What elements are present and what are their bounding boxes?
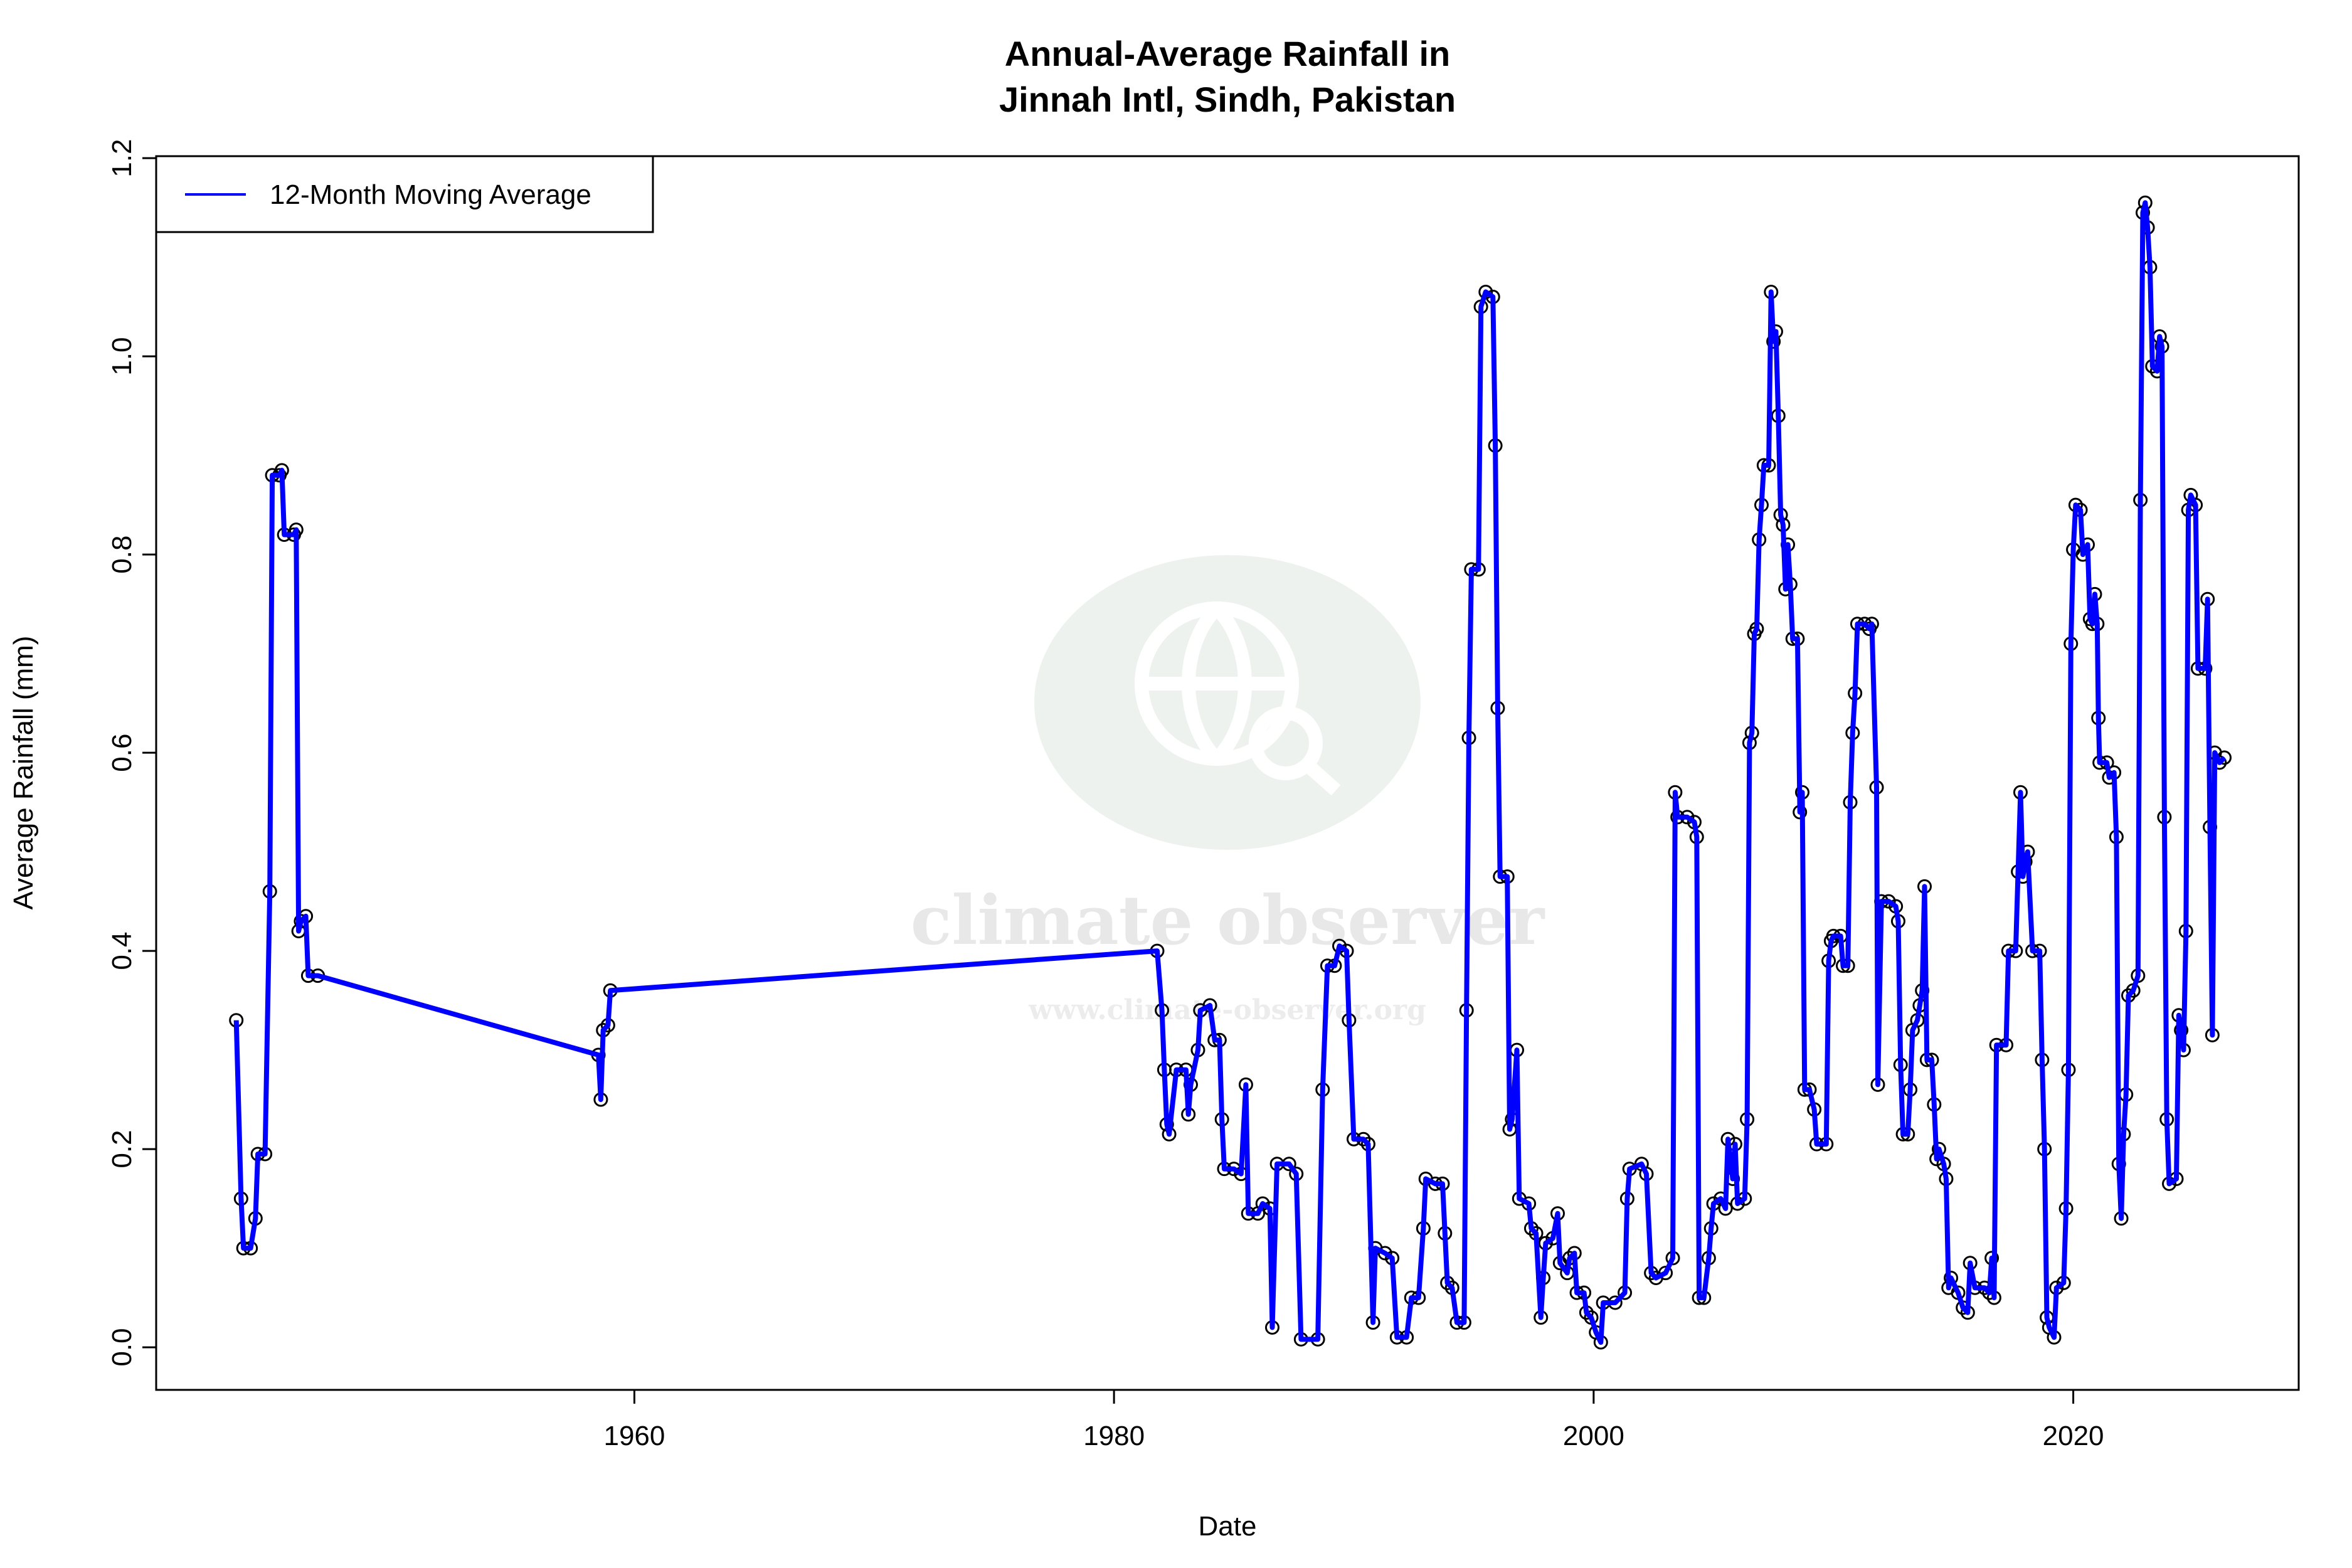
- x-tick-label: 1980: [1083, 1421, 1145, 1451]
- y-tick-label: 1.2: [107, 139, 137, 177]
- y-tick-label: 0.0: [107, 1328, 137, 1366]
- x-axis-label: Date: [1199, 1511, 1257, 1542]
- y-tick-label: 0.4: [107, 932, 137, 970]
- x-tick-label: 2020: [2043, 1421, 2104, 1451]
- globe-search-icon: [1135, 601, 1341, 796]
- legend-entry-label: 12-Month Moving Average: [270, 179, 591, 210]
- chart-title-line1: Annual-Average Rainfall in: [1005, 34, 1451, 73]
- data-point: [1255, 1196, 1270, 1211]
- series-line: [233, 200, 2227, 1345]
- x-tick-label: 2000: [1563, 1421, 1624, 1451]
- y-axis: 0.0 0.2 0.4 0.6 0.8 1.0 1.2: [107, 139, 157, 1367]
- y-tick-label: 1.0: [107, 337, 137, 376]
- watermark-logo-ellipse: [1034, 555, 1421, 850]
- data-point: [1658, 1266, 1673, 1281]
- y-tick-label: 0.8: [107, 536, 137, 574]
- y-tick-label: 0.6: [107, 734, 137, 772]
- watermark-url: www.climate-observer.org: [1028, 994, 1426, 1026]
- x-axis: 1960 1980 2000 2020: [603, 1390, 2104, 1451]
- x-tick-label: 1960: [603, 1421, 665, 1451]
- watermark-name: climate observer: [911, 881, 1546, 960]
- series-12-month-moving-average: [229, 195, 2232, 1350]
- y-axis-label: Average Rainfall (mm): [8, 636, 39, 910]
- legend: 12-Month Moving Average: [155, 155, 654, 233]
- watermark: climate observer www.climate-observer.or…: [911, 555, 1546, 1026]
- y-tick-label: 0.2: [107, 1130, 137, 1168]
- chart-title-line2: Jinnah Intl, Sindh, Pakistan: [999, 80, 1456, 119]
- data-point: [1377, 1246, 1392, 1261]
